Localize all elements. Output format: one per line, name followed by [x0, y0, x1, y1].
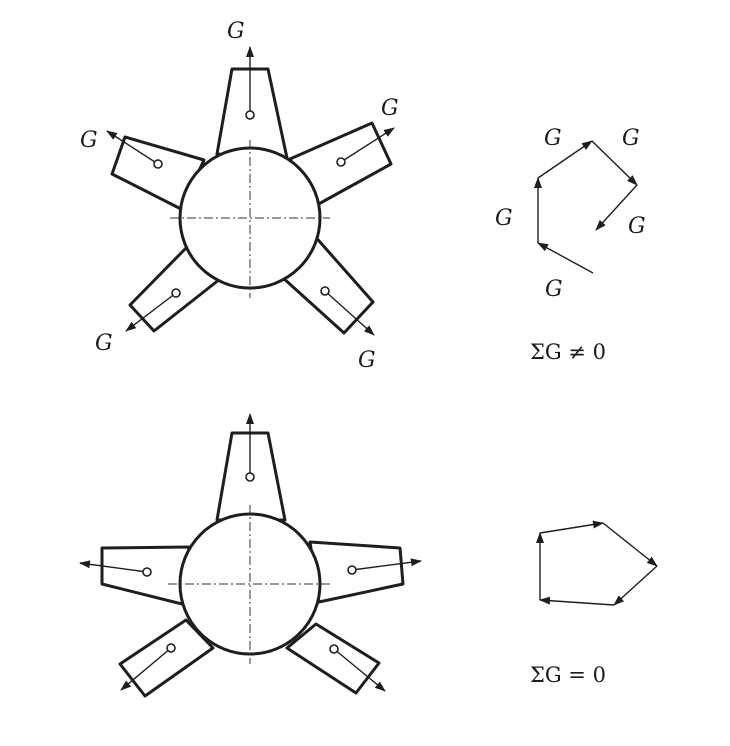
- blade-lower-right: [285, 622, 381, 695]
- force-label-lower-right: G: [358, 348, 376, 373]
- force-label-top: G: [227, 19, 245, 44]
- balanced-rotor: [79, 413, 422, 698]
- mass-points: [153, 110, 346, 298]
- equation-unbalanced: ΣG ≠ 0: [530, 340, 606, 364]
- equation-balanced: ΣG = 0: [530, 663, 606, 687]
- force-label-left: G: [80, 128, 98, 153]
- polygon-label-3: G: [495, 206, 513, 231]
- polygon-label-5: G: [545, 277, 563, 302]
- open-force-polygon: [534, 140, 638, 274]
- polygon-label-2: G: [622, 126, 640, 151]
- blade-right: [308, 540, 405, 604]
- mass-points: [142, 472, 357, 654]
- polygon-label-4: G: [628, 214, 646, 239]
- polygon-label-1: G: [544, 126, 562, 151]
- force-label-lower-left: G: [95, 331, 113, 356]
- unbalanced-rotor: G G G G G: [80, 19, 399, 373]
- force-label-right: G: [381, 96, 399, 121]
- closed-force-polygon: [536, 520, 658, 606]
